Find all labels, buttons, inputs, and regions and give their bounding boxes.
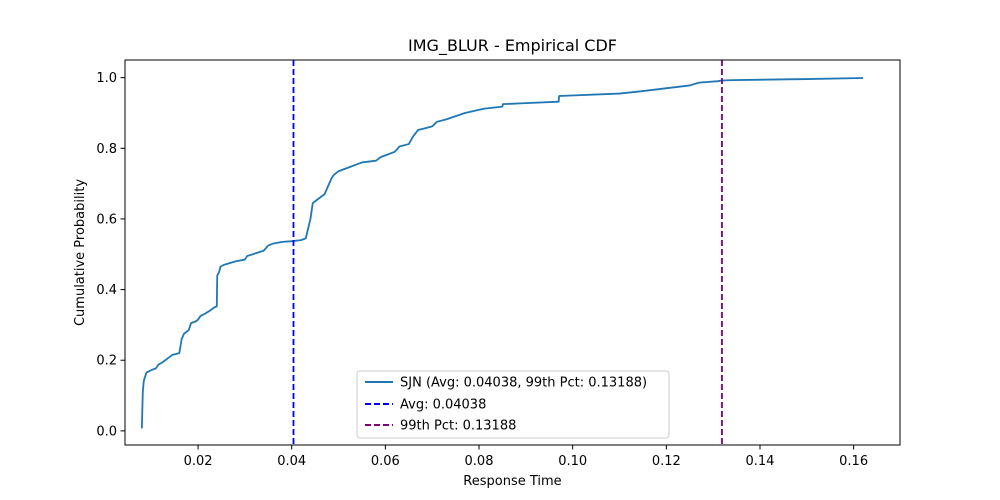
y-tick-label: 0.6 xyxy=(96,212,117,227)
x-tick-label: 0.10 xyxy=(558,454,587,469)
y-tick-label: 0.2 xyxy=(96,354,117,369)
legend: SJN (Avg: 0.04038, 99th Pct: 0.13188) Av… xyxy=(356,370,670,439)
legend-label-p99: 99th Pct: 0.13188 xyxy=(400,419,516,434)
ecdf-line-sjn xyxy=(140,77,864,429)
series-layer xyxy=(140,60,864,445)
x-tick-label: 0.12 xyxy=(652,454,681,469)
y-axis: 0.0 0.2 0.4 0.6 0.8 1.0 xyxy=(96,71,125,439)
x-tick-label: 0.06 xyxy=(371,454,400,469)
y-tick-label: 0.4 xyxy=(96,283,117,298)
y-tick-label: 0.8 xyxy=(96,142,117,157)
x-tick-label: 0.04 xyxy=(277,454,306,469)
y-tick-label: 1.0 xyxy=(96,71,117,86)
x-tick-label: 0.14 xyxy=(746,454,775,469)
plot-frame xyxy=(124,59,901,446)
x-tick-label: 0.16 xyxy=(839,454,868,469)
legend-box xyxy=(356,370,670,439)
legend-label-avg: Avg: 0.04038 xyxy=(400,398,486,413)
chart-title: IMG_BLUR - Empirical CDF xyxy=(408,36,617,56)
plot-area xyxy=(124,59,901,446)
legend-label-sjn: SJN (Avg: 0.04038, 99th Pct: 0.13188) xyxy=(400,376,647,391)
y-axis-label: Cumulative Probability xyxy=(73,179,88,326)
y-tick-label: 0.0 xyxy=(96,424,117,439)
x-tick-label: 0.02 xyxy=(184,454,213,469)
x-axis-label: Response Time xyxy=(463,474,561,489)
x-tick-label: 0.08 xyxy=(465,454,494,469)
x-axis: 0.02 0.04 0.06 0.08 0.10 0.12 0.14 0.16 xyxy=(184,445,868,469)
